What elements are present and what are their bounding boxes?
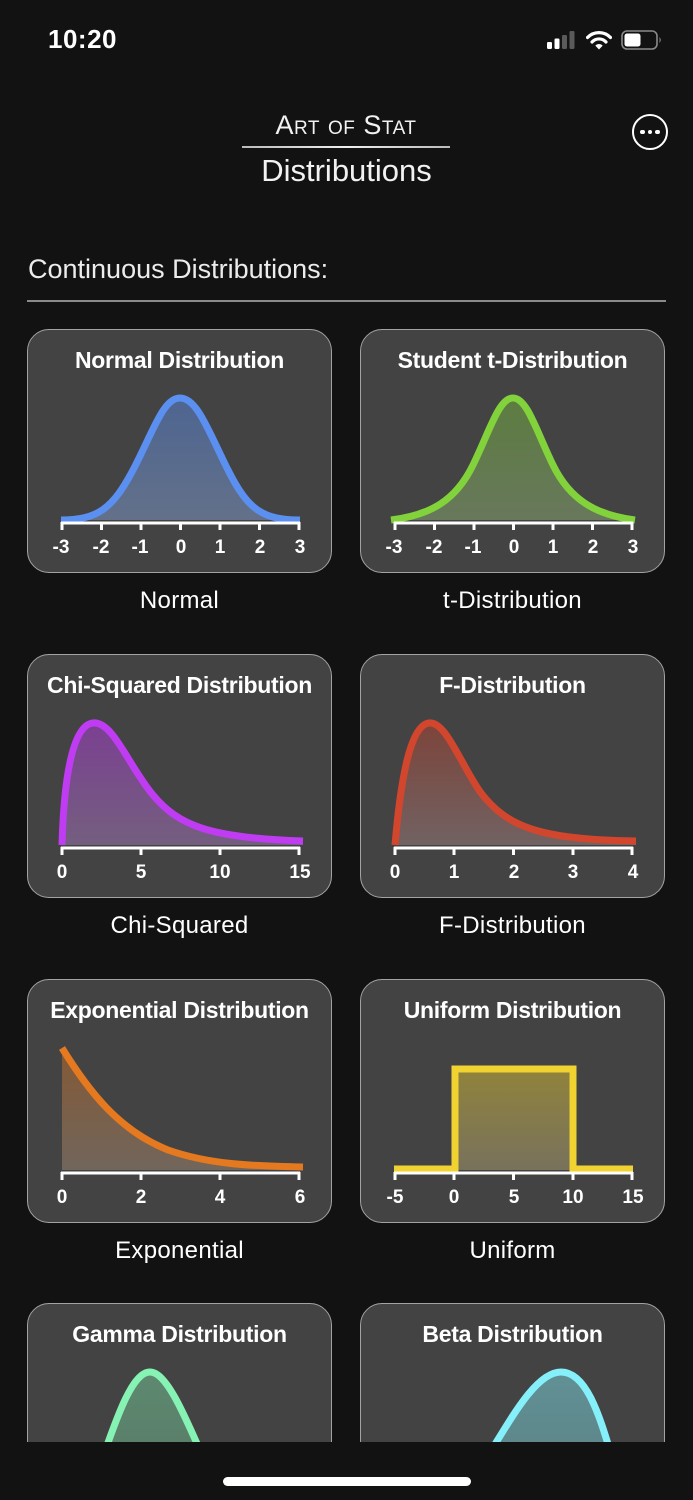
card-title: F-Distribution (439, 672, 586, 698)
svg-text:-1: -1 (465, 537, 482, 558)
svg-text:10: 10 (562, 1187, 583, 1208)
svg-text:2: 2 (255, 537, 266, 558)
card-title: Student t-Distribution (397, 347, 628, 373)
cellular-signal-icon (547, 31, 575, 49)
card-title: Beta Distribution (422, 1321, 603, 1347)
svg-text:1: 1 (548, 537, 559, 558)
tile-label[interactable]: F-Distribution (439, 912, 586, 939)
normal-curve-icon: -3 -2 -1 0 1 2 3 (53, 394, 306, 558)
brand-title: Art of Stat (275, 110, 417, 140)
status-icons (547, 30, 663, 50)
gamma-curve-icon (104, 1368, 201, 1442)
svg-text:-2: -2 (426, 537, 443, 558)
svg-text:-2: -2 (93, 537, 110, 558)
app-header: Art of Stat Distributions (0, 100, 693, 200)
card-title: Uniform Distribution (403, 997, 622, 1023)
status-time: 10:20 (48, 24, 117, 54)
svg-text:0: 0 (57, 1187, 68, 1208)
distribution-grid[interactable]: Normal Distribution -3 -2 -1 0 1 2 3 Nor… (0, 320, 693, 1442)
tile-label[interactable]: t-Distribution (443, 587, 582, 614)
tile-label[interactable]: Exponential (115, 1237, 244, 1264)
card-title: Normal Distribution (75, 347, 284, 373)
svg-text:0: 0 (449, 1187, 460, 1208)
gamma-distribution-card[interactable]: Gamma Distribution (27, 1303, 332, 1442)
svg-text:5: 5 (136, 862, 147, 883)
svg-text:2: 2 (509, 862, 520, 883)
svg-text:0: 0 (390, 862, 401, 883)
tile-label[interactable]: Normal (139, 587, 220, 614)
svg-text:4: 4 (215, 1187, 226, 1208)
svg-text:3: 3 (568, 862, 579, 883)
exponential-curve-icon: 0 2 4 6 (57, 1046, 306, 1208)
more-options-button[interactable] (632, 114, 668, 150)
svg-text:-3: -3 (386, 537, 403, 558)
f-curve-icon: 0 1 2 3 4 (390, 719, 639, 883)
svg-text:3: 3 (628, 537, 639, 558)
svg-text:0: 0 (509, 537, 520, 558)
page-title: Distributions (261, 153, 432, 188)
brand-divider (242, 146, 450, 148)
svg-text:1: 1 (449, 862, 460, 883)
svg-text:2: 2 (588, 537, 599, 558)
svg-text:6: 6 (295, 1187, 306, 1208)
t-curve-icon: -3 -2 -1 0 1 2 3 (386, 394, 639, 558)
svg-text:-5: -5 (387, 1187, 404, 1208)
uniform-curve-icon: -5 0 5 10 15 (387, 1065, 644, 1208)
card-title: Gamma Distribution (72, 1321, 287, 1347)
beta-distribution-card[interactable]: Beta Distribution (360, 1303, 665, 1442)
chi-squared-curve-icon: 0 5 10 15 (57, 719, 311, 883)
svg-text:3: 3 (295, 537, 306, 558)
ellipsis-dot (647, 129, 653, 135)
svg-text:2: 2 (136, 1187, 147, 1208)
svg-text:4: 4 (628, 862, 639, 883)
status-bar: 10:20 (0, 0, 693, 80)
tile-label[interactable]: Chi-Squared (110, 912, 249, 939)
tile-label[interactable]: Uniform (469, 1237, 556, 1264)
card-title: Chi-Squared Distribution (47, 672, 312, 698)
normal-distribution-card[interactable]: Normal Distribution -3 -2 -1 0 1 2 3 (27, 329, 332, 573)
t-distribution-card[interactable]: Student t-Distribution -3 -2 -1 0 1 2 3 (360, 329, 665, 573)
svg-text:5: 5 (509, 1187, 520, 1208)
f-distribution-card[interactable]: F-Distribution 0 1 2 3 4 (360, 654, 665, 898)
ellipsis-circle-icon (640, 129, 645, 135)
ellipsis-dot (655, 129, 660, 135)
svg-text:15: 15 (289, 862, 311, 883)
section-divider (27, 300, 666, 302)
svg-text:0: 0 (57, 862, 68, 883)
chi-squared-distribution-card[interactable]: Chi-Squared Distribution 0 5 10 15 (27, 654, 332, 898)
svg-text:-3: -3 (53, 537, 70, 558)
svg-text:0: 0 (176, 537, 187, 558)
svg-text:10: 10 (209, 862, 230, 883)
svg-text:15: 15 (622, 1187, 644, 1208)
exponential-distribution-card[interactable]: Exponential Distribution 0 2 4 6 (27, 979, 332, 1223)
home-indicator[interactable] (223, 1477, 471, 1486)
section-title: Continuous Distributions: (28, 254, 329, 284)
card-title: Exponential Distribution (50, 997, 309, 1023)
svg-text:1: 1 (215, 537, 226, 558)
beta-curve-icon (492, 1368, 612, 1442)
battery-icon (621, 30, 661, 50)
uniform-distribution-card[interactable]: Uniform Distribution -5 0 5 10 15 (360, 979, 665, 1223)
wifi-icon (586, 30, 612, 49)
svg-text:-1: -1 (132, 537, 149, 558)
